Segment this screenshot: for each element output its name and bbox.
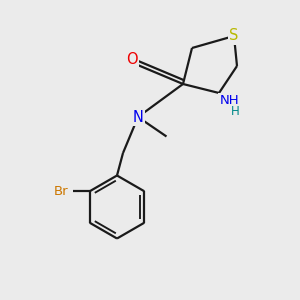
Text: NH: NH bbox=[220, 94, 239, 107]
Text: S: S bbox=[229, 28, 239, 44]
Text: H: H bbox=[231, 105, 240, 118]
Text: O: O bbox=[126, 52, 138, 68]
Text: Br: Br bbox=[53, 185, 68, 198]
Text: N: N bbox=[133, 110, 143, 124]
